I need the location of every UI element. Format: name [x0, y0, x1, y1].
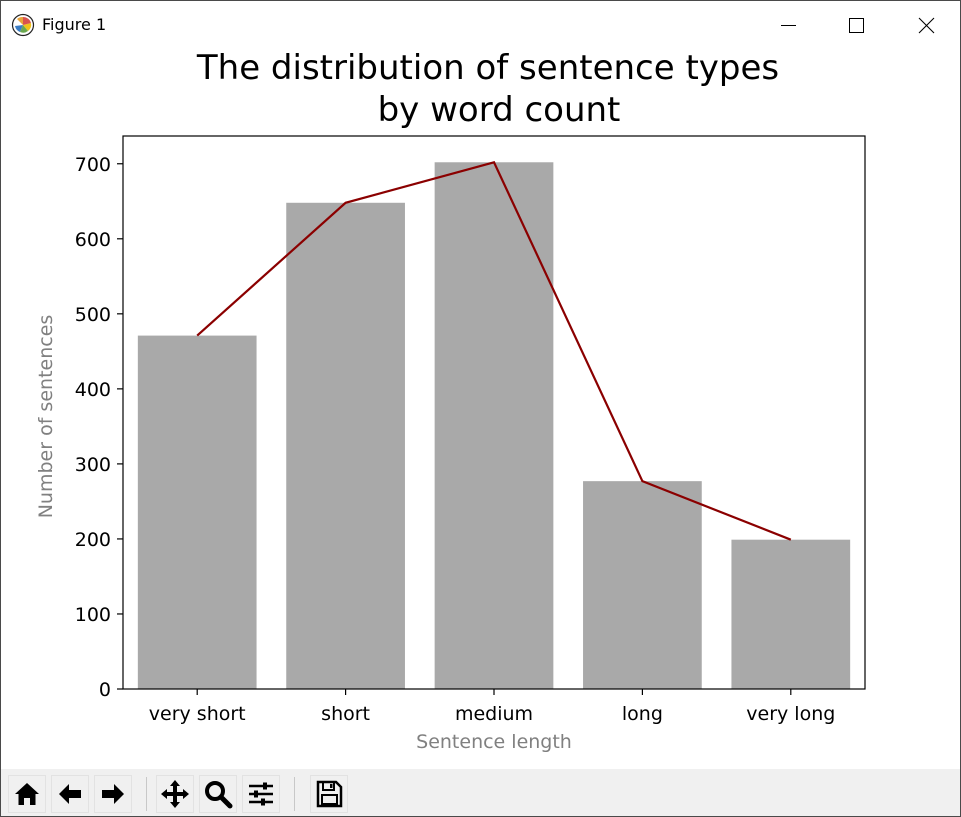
save-button[interactable]	[310, 775, 348, 813]
pan-icon	[161, 780, 189, 808]
y-tick-label: 400	[75, 379, 111, 401]
title-bar[interactable]: Figure 1	[1, 1, 960, 48]
bar	[731, 539, 851, 689]
x-tick-label: medium	[455, 703, 533, 725]
pan-button[interactable]	[156, 775, 194, 813]
zoom-button[interactable]	[199, 775, 237, 813]
back-icon	[59, 784, 81, 804]
x-tick-label: long	[622, 703, 663, 725]
matplotlib-logo-icon	[11, 13, 35, 37]
home-icon	[15, 783, 39, 805]
bar	[137, 335, 257, 689]
navigation-toolbar	[1, 769, 960, 816]
y-tick-label: 500	[75, 304, 111, 326]
y-tick-label: 700	[75, 154, 111, 176]
chart-title-line2: by word count	[378, 90, 621, 130]
zoom-icon	[205, 781, 233, 809]
bar	[434, 162, 554, 690]
toolbar-separator	[294, 777, 295, 811]
home-button[interactable]	[8, 775, 46, 813]
forward-icon	[102, 784, 124, 804]
toolbar-separator	[146, 777, 147, 811]
y-tick-label: 100	[75, 604, 111, 626]
minimize-icon	[781, 25, 796, 26]
close-button[interactable]	[890, 1, 960, 48]
y-tick-label: 200	[75, 529, 111, 551]
chart-title-line1: The distribution of sentence types	[196, 48, 779, 88]
minimize-button[interactable]	[751, 1, 821, 48]
close-icon	[918, 17, 935, 34]
bar	[286, 202, 405, 689]
forward-button[interactable]	[94, 775, 132, 813]
y-axis-label: Number of sentences	[35, 315, 57, 519]
configure-subplots-icon	[249, 782, 273, 806]
y-tick-label: 300	[75, 454, 111, 476]
axes-frame	[122, 135, 866, 690]
y-tick-label: 600	[75, 229, 111, 251]
chart: The distribution of sentence types by wo…	[35, 48, 866, 753]
x-tick-label: very short	[149, 703, 246, 725]
maximize-icon	[849, 18, 864, 33]
x-tick-label: short	[321, 703, 370, 725]
x-axis-label: Sentence length	[416, 731, 572, 753]
maximize-button[interactable]	[821, 1, 891, 48]
x-tick-label: very long	[746, 703, 835, 725]
y-tick-label: 0	[99, 679, 111, 701]
figure-canvas[interactable]: The distribution of sentence types by wo…	[1, 48, 960, 768]
bar	[583, 481, 702, 689]
trend-line	[196, 160, 792, 541]
back-button[interactable]	[51, 775, 89, 813]
configure-subplots-button[interactable]	[242, 775, 280, 813]
save-icon	[316, 780, 343, 808]
window-title: Figure 1	[42, 15, 107, 34]
